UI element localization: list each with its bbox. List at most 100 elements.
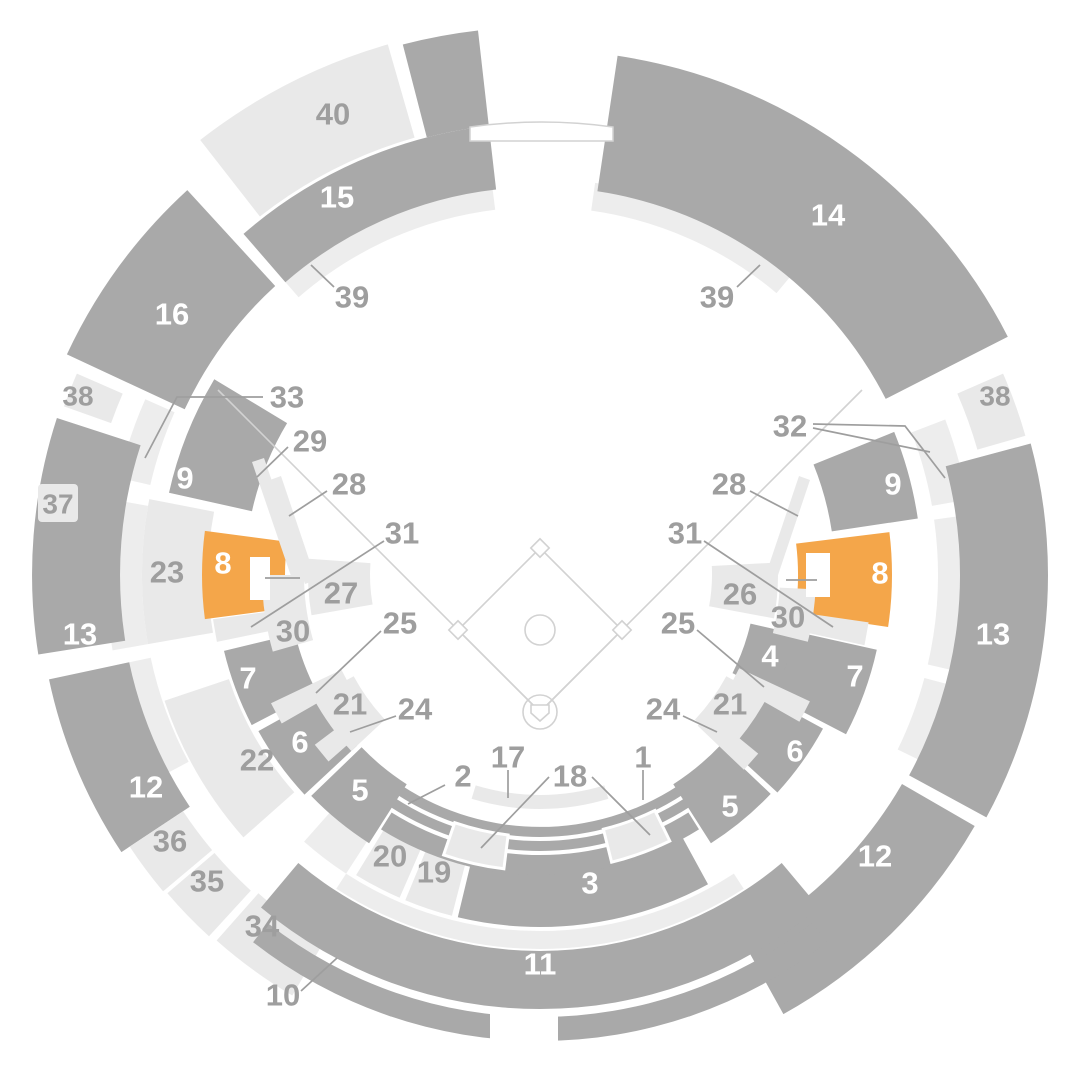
callout-25-left-leader-0 [315,630,382,694]
callout-2-leader-0 [407,784,446,805]
section-27[interactable] [308,558,373,616]
callout-1: 1 [634,740,651,775]
callout-28-right-leader-0 [749,490,799,517]
section-14[interactable] [597,55,1008,399]
section-21-right-label: 21 [713,687,747,722]
callout-25-left: 25 [383,606,417,641]
section-40[interactable] [200,44,415,217]
section-26[interactable] [709,562,779,619]
section-10[interactable] [253,923,827,1041]
section-20[interactable] [356,827,422,898]
section-20-label: 20 [373,839,407,874]
section-40-label: 40 [316,97,350,132]
walkway-outfield-left [280,182,496,298]
callout-39-right-leader-0 [736,264,761,288]
callout-32-leader-0 [812,423,946,479]
callout-24-right-leader-0 [682,715,718,733]
callout-32-leader-1 [812,427,931,453]
section-26-label: 26 [723,577,757,612]
section-38-left[interactable] [64,373,123,424]
section-15[interactable] [243,125,497,283]
callout-10: 10 [266,978,300,1013]
section-36-label: 36 [153,824,187,859]
callout-28-left: 28 [332,467,366,502]
callout-2: 2 [454,759,471,794]
sliver-24-left [314,706,377,762]
section-18-right[interactable] [601,808,672,865]
section-15-upper[interactable] [402,30,489,138]
section-8-right-label: 8 [871,556,888,591]
section-6-right-label: 6 [786,734,803,769]
base-marker-2 [447,619,469,641]
section-5-left-label: 5 [351,773,368,808]
section-19-label: 19 [417,855,451,890]
section-12-left-label: 12 [129,770,163,805]
callout-24-right: 24 [646,692,681,727]
section-21-left-label: 21 [333,687,367,722]
callout-17: 17 [491,740,525,775]
callout-39-left-leader-0 [310,264,335,288]
section-23[interactable] [141,499,215,645]
callout-24-left-leader-0 [349,715,397,733]
section-27-label: 27 [324,576,358,611]
section-18-left[interactable] [441,820,510,871]
sliver-28-left [270,476,316,584]
rows-2 [397,786,683,837]
callout-39-left: 39 [335,280,369,315]
section-35[interactable] [167,853,251,937]
section-8-left-label: 8 [214,546,231,581]
callout-29: 29 [293,424,327,459]
section-12-left[interactable] [49,662,190,853]
walkway-outfield-right [591,182,795,294]
section-13-left[interactable] [32,418,141,655]
section-11-label: 11 [524,947,557,982]
section-3[interactable] [457,835,708,928]
notch-8-left [250,557,270,600]
section-7-left-label: 7 [239,661,256,696]
field-diamond [217,389,863,730]
sliver-31-left [213,609,291,642]
section-6-left-label: 6 [291,725,308,760]
section-22[interactable] [164,679,295,838]
section-13-right[interactable] [909,443,1048,818]
callout-28-left-leader-0 [288,490,328,517]
foul-line-right [539,389,863,713]
section-4-label: 4 [761,639,779,674]
section-19[interactable] [405,848,466,916]
callout-33-leader-0 [144,396,263,459]
section-13-right-label: 13 [976,617,1010,652]
section-5-right[interactable] [673,745,771,844]
callout-31-left: 31 [385,516,419,551]
section-17[interactable] [471,785,609,810]
section-38-right[interactable] [957,373,1026,450]
section-13-left-label: 13 [63,617,97,652]
base-marker-0 [529,537,551,559]
callout-10-leader-0 [300,957,338,992]
sliver-28-right [764,476,810,584]
section-7-right-label: 7 [846,659,863,694]
home-plate-circle [522,694,558,730]
section-9-left-label: 9 [176,461,193,496]
section-7-right[interactable] [763,629,877,735]
pitcher-mound [524,614,556,646]
section-16[interactable] [66,190,276,410]
section-37[interactable] [38,484,78,522]
section-5-right-label: 5 [721,789,738,824]
walkway-bottom [336,873,744,950]
callout-25-right: 25 [661,606,695,641]
sliver-31-right [792,611,869,646]
section-16-label: 16 [155,297,189,332]
section-38-right-label: 38 [979,381,1010,412]
section-11[interactable] [261,863,819,1010]
sliver-24-right [697,713,759,770]
section-36[interactable] [129,811,213,892]
section-37-label: 37 [42,489,73,520]
section-5-left[interactable] [311,747,407,844]
section-30-right-label: 30 [771,600,805,635]
section-22-label: 22 [240,743,274,778]
home-plate [530,704,550,723]
section-14-label: 14 [811,198,846,233]
section-9-right[interactable] [813,431,918,532]
